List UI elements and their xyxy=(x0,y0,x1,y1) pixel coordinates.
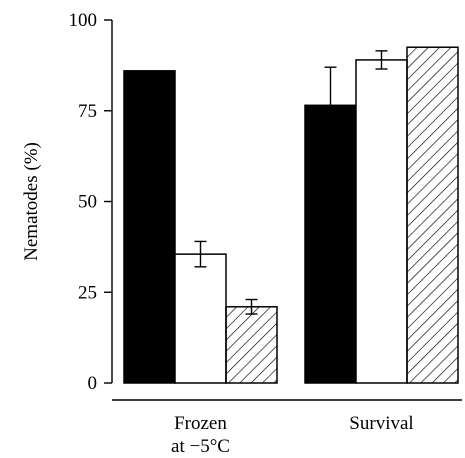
bar-solid-frozen xyxy=(123,70,176,384)
error-bar-group xyxy=(194,50,388,315)
y-axis: 0 25 50 75 100 xyxy=(69,10,113,394)
y-tick-label: 100 xyxy=(69,10,98,31)
bar-hatched-survival xyxy=(406,46,459,384)
y-tick-label: 0 xyxy=(88,373,98,394)
bar-open-survival xyxy=(355,59,408,384)
x-category-label: Frozen xyxy=(174,413,227,434)
bar-group xyxy=(123,46,459,384)
y-axis-title: Nematodes (%) xyxy=(21,142,42,261)
bar-hatched-frozen xyxy=(225,306,278,384)
y-tick-label: 50 xyxy=(78,192,97,213)
bar-open-frozen xyxy=(174,253,227,384)
x-category-label: Survival xyxy=(349,413,413,434)
y-tick-label: 75 xyxy=(78,101,97,122)
x-category-label: at −5°C xyxy=(171,436,230,457)
bar-solid-survival xyxy=(304,104,357,384)
y-tick-label: 25 xyxy=(78,282,97,303)
